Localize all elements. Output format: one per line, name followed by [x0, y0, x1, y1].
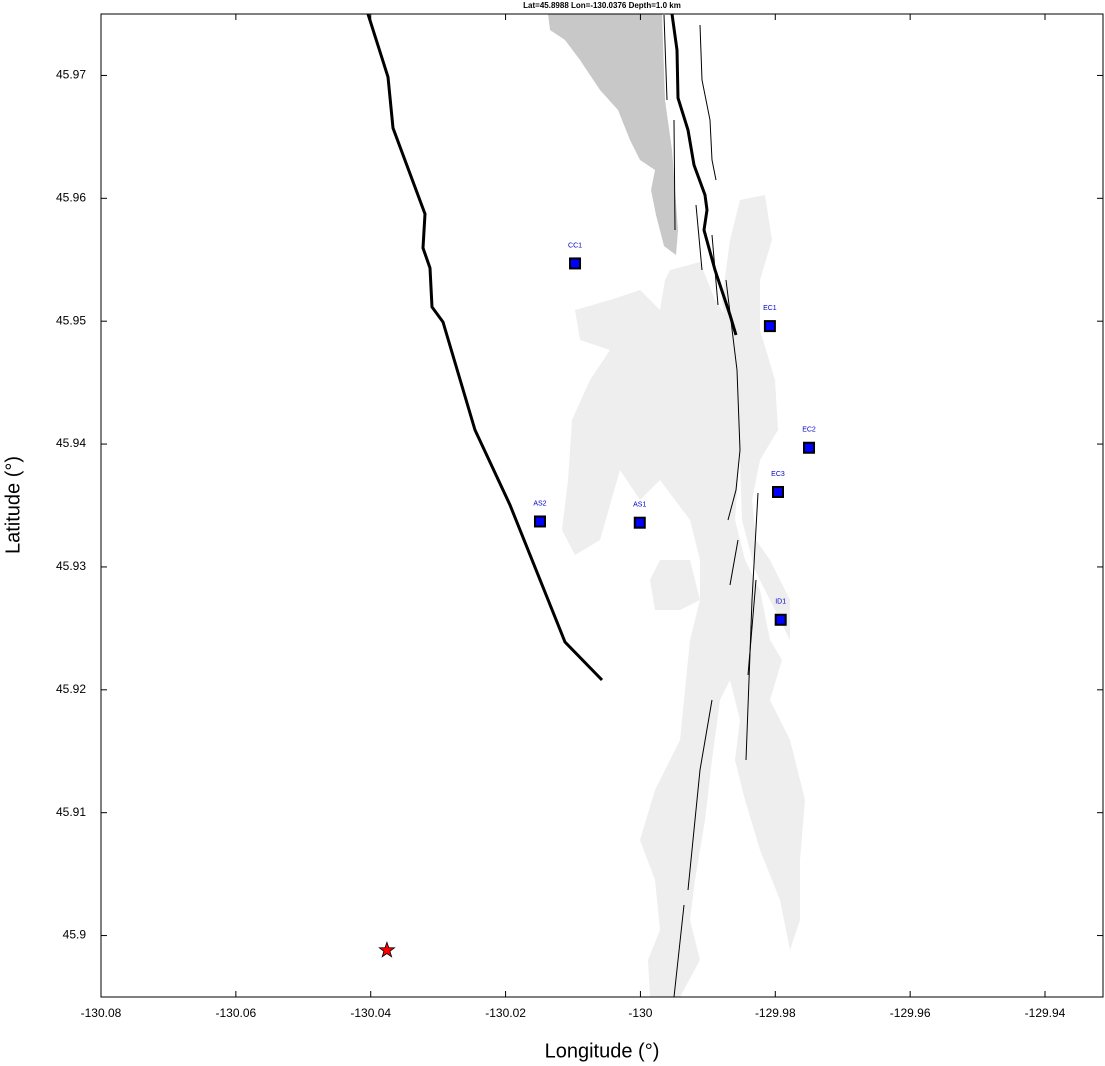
y-tick-label: 45.96 — [56, 190, 86, 204]
y-tick-label: 45.97 — [56, 68, 86, 82]
fault-thick — [670, 14, 738, 336]
lava-flow-light — [650, 560, 700, 610]
station-marker — [771, 485, 784, 498]
plot-frame — [100, 13, 1104, 998]
y-tick-label: 45.91 — [56, 805, 86, 819]
x-tick-label: -129.98 — [755, 1006, 796, 1020]
station-label: CC1 — [568, 242, 582, 249]
x-tick-label: -130.06 — [216, 1006, 257, 1020]
station-marker — [633, 516, 646, 529]
station-label: AS1 — [633, 502, 646, 509]
x-axis-label: Longitude (°) — [545, 1040, 660, 1062]
bathymetry-layer — [366, 14, 805, 997]
station-marker — [569, 257, 582, 270]
lava-flow-light — [562, 262, 805, 997]
lava-flow-dark — [548, 14, 678, 255]
x-tick-label: -129.94 — [1025, 1006, 1066, 1020]
y-tick-label: 45.9 — [63, 928, 87, 942]
chart-title: Lat=45.8988 Lon=-130.0376 Depth=1.0 km — [523, 1, 681, 10]
x-tick-label: -130 — [628, 1006, 652, 1020]
station-marker — [763, 320, 776, 333]
fissures — [663, 14, 759, 997]
station-label: AS2 — [533, 500, 546, 507]
lava-flow-light — [722, 195, 790, 640]
y-tick-label: 45.95 — [56, 313, 86, 327]
station-label: ID1 — [775, 599, 786, 606]
fault-thick — [366, 14, 604, 682]
y-tick-label: 45.94 — [56, 436, 86, 450]
epicenter-star — [378, 941, 396, 958]
x-tick-label: -130.04 — [350, 1006, 391, 1020]
y-axis-label: Latitude (°) — [2, 456, 24, 554]
x-tick-label: -130.08 — [81, 1006, 122, 1020]
x-tick-label: -130.02 — [485, 1006, 526, 1020]
x-tick-label: -129.96 — [890, 1006, 931, 1020]
station-marker — [533, 515, 546, 528]
station-label: EC2 — [802, 427, 816, 434]
station-marker — [774, 613, 787, 626]
station-label: EC3 — [771, 471, 785, 478]
station-label: EC1 — [763, 305, 777, 312]
y-tick-label: 45.93 — [56, 559, 86, 573]
y-tick-label: 45.92 — [56, 682, 86, 696]
station-marker — [803, 441, 816, 454]
